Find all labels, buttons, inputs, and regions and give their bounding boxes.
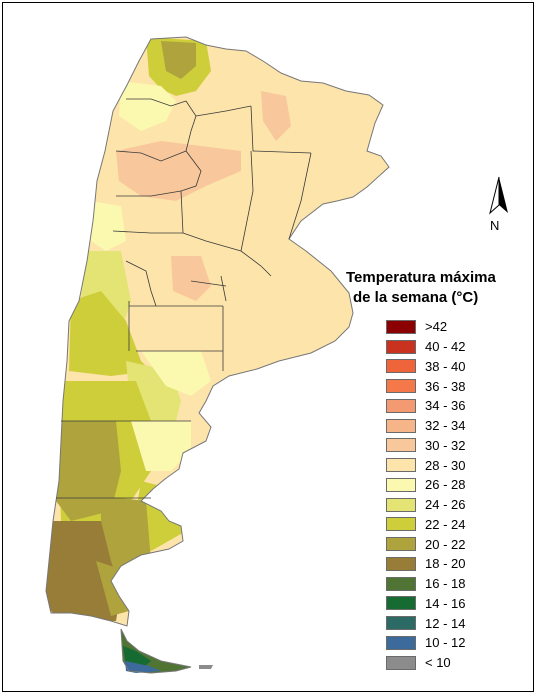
legend-label: 16 - 18 bbox=[425, 576, 466, 592]
legend-label: 30 - 32 bbox=[425, 437, 466, 453]
legend-item: 24 - 26 bbox=[386, 495, 536, 515]
legend-swatch bbox=[386, 458, 416, 473]
legend-swatch bbox=[386, 556, 416, 571]
legend-label: 26 - 28 bbox=[425, 477, 466, 493]
legend-label: 32 - 34 bbox=[425, 418, 466, 434]
legend-swatch bbox=[386, 359, 416, 374]
legend-swatch bbox=[386, 477, 416, 492]
legend-items: >42 40 - 42 38 - 40 36 - 38 34 - 36 32 - 34 30… bbox=[386, 317, 536, 673]
legend-swatch bbox=[386, 596, 416, 611]
legend-item: 40 - 42 bbox=[386, 337, 536, 357]
legend-swatch bbox=[386, 438, 416, 453]
legend-label: 12 - 14 bbox=[425, 615, 466, 631]
legend-swatch bbox=[386, 497, 416, 512]
legend-item: 32 - 34 bbox=[386, 416, 536, 436]
legend-swatch bbox=[386, 398, 416, 413]
legend-item: 30 - 32 bbox=[386, 436, 536, 456]
legend-swatch bbox=[386, 576, 416, 591]
north-arrow-icon bbox=[489, 176, 508, 215]
legend-swatch bbox=[386, 379, 416, 394]
legend-item: 18 - 20 bbox=[386, 554, 536, 574]
legend-label: 28 - 30 bbox=[425, 457, 466, 473]
legend-label: 20 - 22 bbox=[425, 536, 466, 552]
legend-label: 14 - 16 bbox=[425, 595, 466, 611]
legend-title-line1: Temperatura máxima bbox=[346, 269, 496, 286]
legend-label: 36 - 38 bbox=[425, 378, 466, 394]
legend-swatch bbox=[386, 537, 416, 552]
legend-swatch bbox=[386, 655, 416, 670]
legend-swatch bbox=[386, 616, 416, 631]
legend-label: 10 - 12 bbox=[425, 635, 466, 651]
legend-item: 26 - 28 bbox=[386, 475, 536, 495]
legend-item: < 10 bbox=[386, 653, 536, 673]
legend: Temperatura máxima de la semana (°C) >42… bbox=[346, 268, 536, 673]
temperature-map bbox=[45, 36, 390, 674]
legend-title-line2: de la semana (°C) bbox=[353, 289, 479, 306]
legend-item: 12 - 14 bbox=[386, 613, 536, 633]
legend-item: >42 bbox=[386, 317, 536, 337]
north-label: N bbox=[490, 218, 500, 233]
legend-label: 24 - 26 bbox=[425, 497, 466, 513]
legend-swatch bbox=[386, 418, 416, 433]
legend-label: 38 - 40 bbox=[425, 358, 466, 374]
legend-label: 18 - 20 bbox=[425, 556, 466, 572]
legend-item: 38 - 40 bbox=[386, 357, 536, 377]
legend-item: 22 - 24 bbox=[386, 515, 536, 535]
legend-label: < 10 bbox=[425, 655, 451, 671]
legend-swatch bbox=[386, 517, 416, 532]
legend-swatch bbox=[386, 635, 416, 650]
legend-item: 36 - 38 bbox=[386, 376, 536, 396]
legend-swatch bbox=[386, 319, 416, 334]
legend-label: 22 - 24 bbox=[425, 516, 466, 532]
legend-label: 34 - 36 bbox=[425, 398, 466, 414]
legend-item: 10 - 12 bbox=[386, 633, 536, 653]
legend-item: 16 - 18 bbox=[386, 574, 536, 594]
legend-item: 14 - 16 bbox=[386, 594, 536, 614]
legend-item: 20 - 22 bbox=[386, 534, 536, 554]
legend-label: >42 bbox=[425, 319, 448, 335]
legend-swatch bbox=[386, 339, 416, 354]
legend-item: 34 - 36 bbox=[386, 396, 536, 416]
legend-title: Temperatura máxima de la semana (°C) bbox=[346, 268, 536, 308]
legend-label: 40 - 42 bbox=[425, 339, 466, 355]
legend-item: 28 - 30 bbox=[386, 455, 536, 475]
